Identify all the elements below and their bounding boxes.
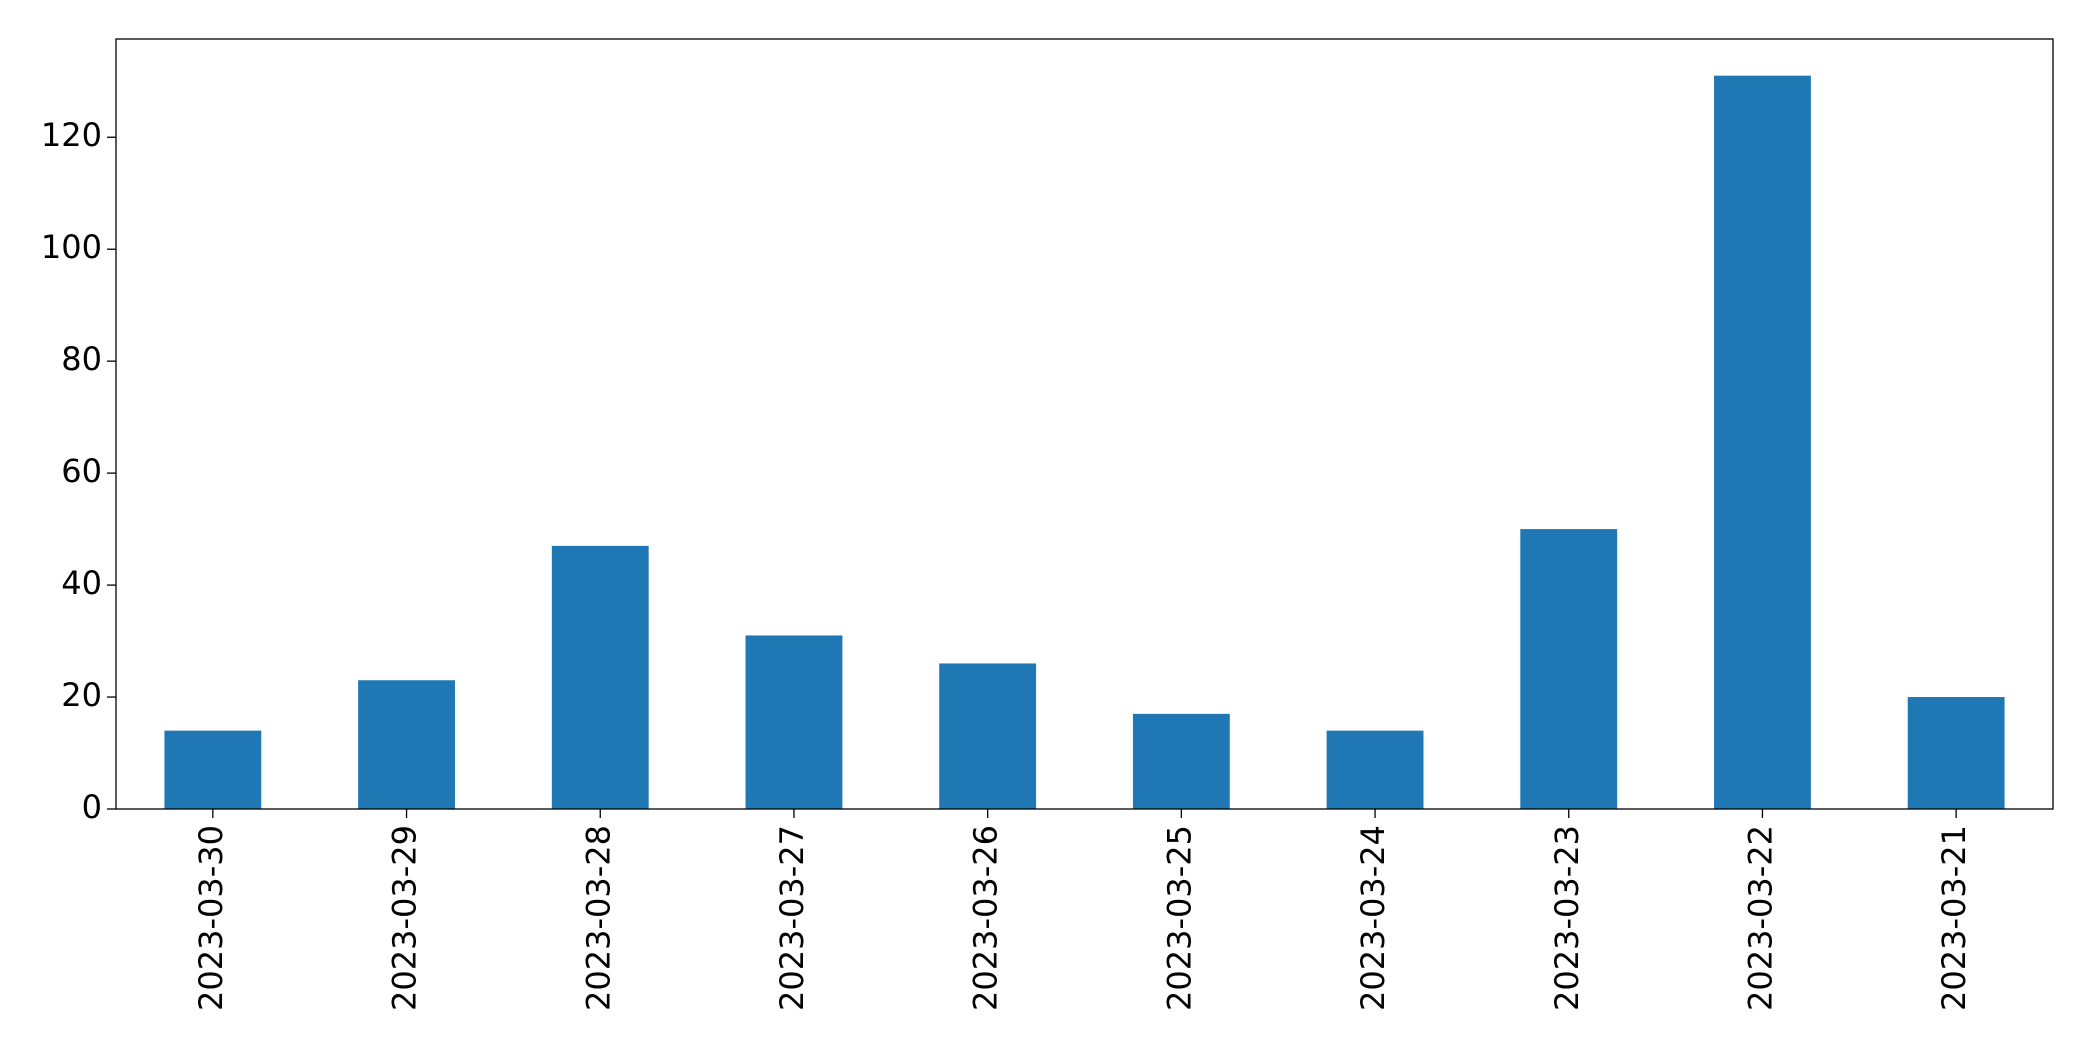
y-tick-label: 40: [61, 564, 102, 602]
y-tick-label: 100: [41, 228, 102, 266]
bar: [745, 635, 843, 809]
x-tick-label: 2023-03-23: [1548, 825, 1586, 1011]
bar: [1132, 713, 1230, 809]
x-tick-label: 2023-03-26: [967, 825, 1005, 1011]
y-tick-label: 20: [61, 676, 102, 714]
x-tick-label: 2023-03-25: [1160, 825, 1198, 1011]
x-tick-label: 2023-03-28: [579, 825, 617, 1011]
y-tick-label: 120: [41, 116, 102, 154]
y-tick-label: 0: [82, 788, 102, 826]
x-tick-label: 2023-03-22: [1741, 825, 1779, 1011]
bar: [1907, 697, 2005, 809]
x-tick-label: 2023-03-27: [773, 825, 811, 1011]
bar: [551, 545, 649, 809]
bar: [358, 680, 455, 809]
x-tick-label: 2023-03-30: [192, 825, 230, 1011]
x-tick-label: 2023-03-29: [386, 825, 424, 1011]
bar: [164, 730, 262, 809]
bar: [1326, 730, 1424, 809]
x-tick-label: 2023-03-24: [1354, 825, 1392, 1011]
x-tick-label: 2023-03-21: [1935, 825, 1973, 1011]
bar: [1520, 529, 1618, 809]
y-tick-label: 60: [61, 452, 102, 490]
bar: [939, 663, 1037, 809]
bar: [1714, 75, 1811, 809]
plot-frame: [115, 38, 2054, 810]
y-tick-label: 80: [61, 340, 102, 378]
